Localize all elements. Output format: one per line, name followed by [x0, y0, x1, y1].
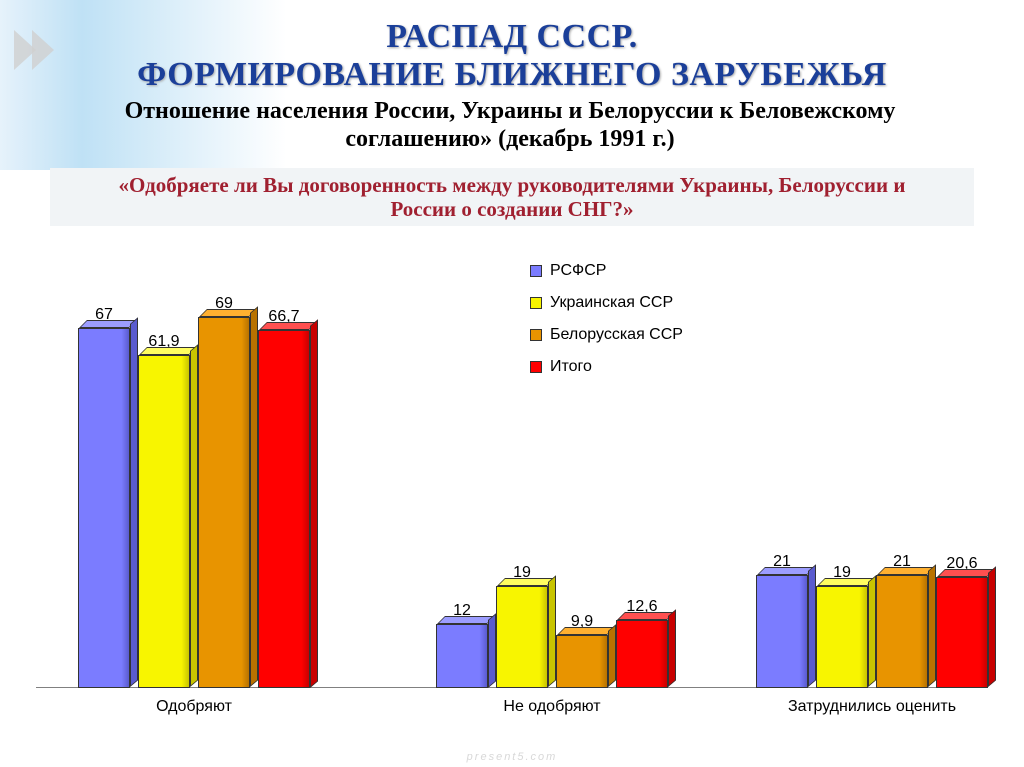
chart-area: 6761,96966,7Одобряют12199,912,6Не одобря…: [20, 254, 1004, 754]
title-line-1: РАСПАД СССР.: [0, 18, 1024, 56]
bar-rect: [556, 635, 608, 688]
slide-root: РАСПАД СССР. ФОРМИРОВАНИЕ БЛИЖНЕГО ЗАРУБ…: [0, 0, 1024, 767]
bar: 61,9: [138, 333, 190, 688]
category-label: Не одобряют: [436, 698, 668, 716]
bar-rect: [816, 586, 868, 688]
question-band: «Одобряете ли Вы договоренность между ру…: [50, 168, 974, 226]
subtitle: Отношение населения России, Украины и Бе…: [60, 98, 960, 153]
bar-rect: [78, 328, 130, 688]
bar-rect: [436, 624, 488, 689]
bar-rect: [936, 577, 988, 688]
bar: 69: [198, 295, 250, 688]
bar: 9,9: [556, 613, 608, 688]
bar: 21: [876, 553, 928, 688]
bar-rect: [756, 575, 808, 688]
bar-group: 6761,96966,7Одобряют: [78, 295, 310, 688]
bar: 19: [816, 564, 868, 688]
bar-group: 12199,912,6Не одобряют: [436, 564, 668, 688]
bar-rect: [876, 575, 928, 688]
bar-group: 21192120,6Затруднились оценить: [756, 553, 988, 688]
bar-rect: [138, 355, 190, 688]
bar: 12: [436, 602, 488, 689]
question-text: «Одобряете ли Вы договоренность между ру…: [50, 173, 974, 221]
bar: 19: [496, 564, 548, 688]
category-label: Затруднились оценить: [756, 698, 988, 716]
bar-rect: [198, 317, 250, 688]
title-line-2: ФОРМИРОВАНИЕ БЛИЖНЕГО ЗАРУБЕЖЬЯ: [0, 56, 1024, 94]
bar-rect: [496, 586, 548, 688]
bar-rect: [258, 330, 310, 689]
bar: 21: [756, 553, 808, 688]
chart-plot: 6761,96966,7Одобряют12199,912,6Не одобря…: [36, 258, 988, 688]
bar: 20,6: [936, 555, 988, 688]
bar: 67: [78, 306, 130, 688]
bar: 66,7: [258, 308, 310, 689]
bar: 12,6: [616, 598, 668, 688]
category-label: Одобряют: [78, 698, 310, 716]
bar-rect: [616, 620, 668, 688]
